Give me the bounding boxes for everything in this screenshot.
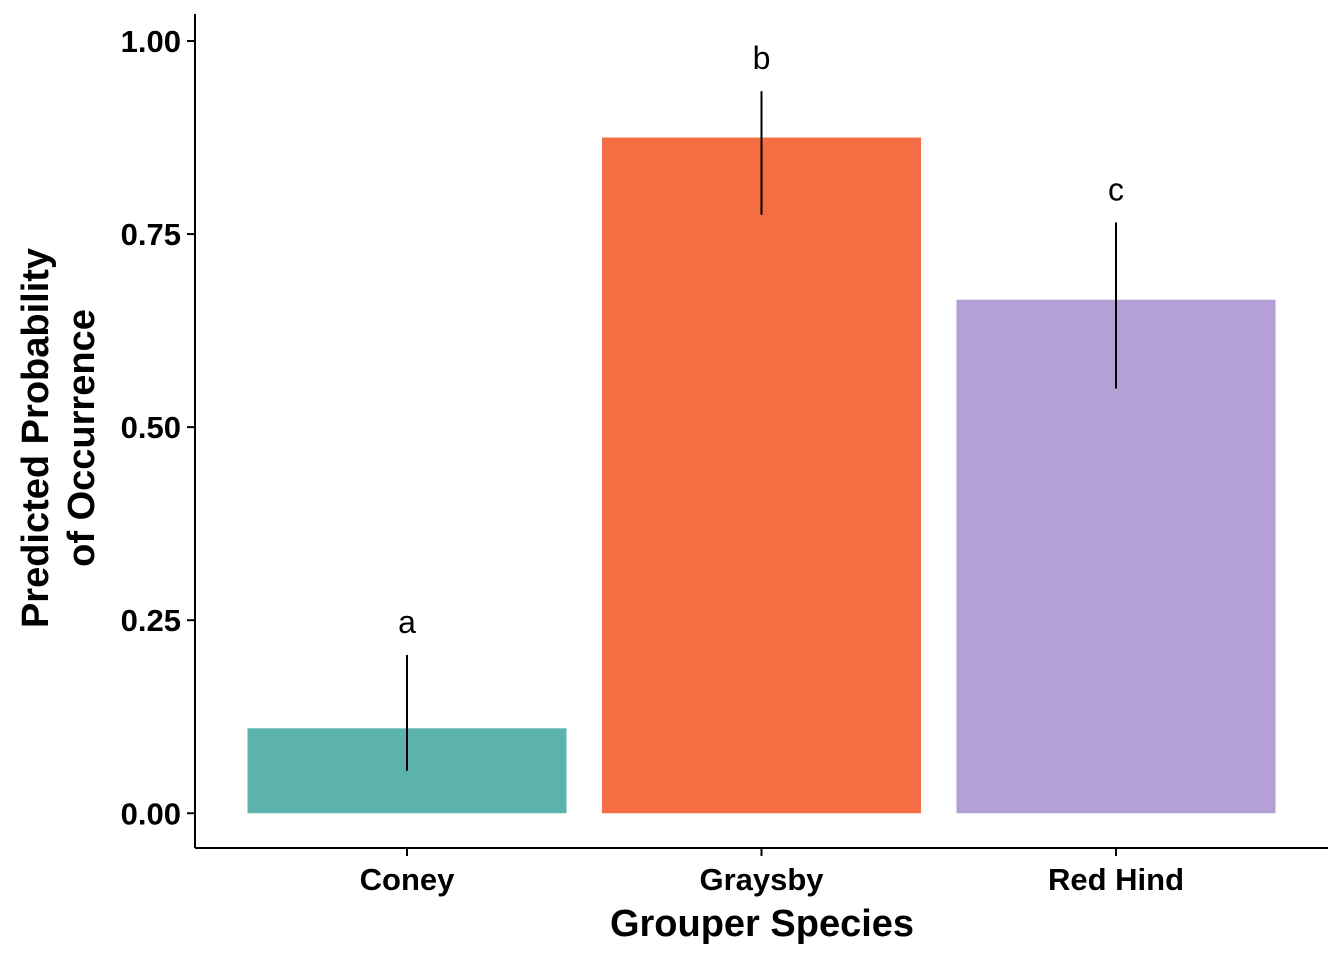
x-tick-label: Graysby [699, 862, 824, 897]
x-tick-label: Red Hind [1048, 862, 1184, 897]
y-tick-label: 0.00 [121, 796, 181, 831]
significance-label: a [398, 604, 416, 640]
y-axis-title-line: of Occurrence [61, 309, 103, 567]
y-tick-label: 0.25 [121, 603, 181, 638]
y-tick-label: 0.50 [121, 410, 181, 445]
y-tick-label: 1.00 [121, 24, 181, 59]
significance-label: b [753, 40, 771, 76]
x-axis-ticks: Coney Graysby Red Hind [360, 848, 1184, 897]
x-tick-label: Coney [360, 862, 456, 897]
y-tick-label: 0.75 [121, 217, 181, 252]
bar-graysby [602, 137, 921, 814]
y-axis-title-line: Predicted Probability [15, 248, 57, 628]
y-axis-ticks: 0.00 0.25 0.50 0.75 1.00 [121, 24, 195, 831]
y-axis-title: Predicted Probability of Occurrence [15, 248, 103, 628]
plot-area: a b c [247, 40, 1276, 814]
significance-label: c [1108, 172, 1124, 208]
x-axis-title: Grouper Species [610, 903, 914, 945]
